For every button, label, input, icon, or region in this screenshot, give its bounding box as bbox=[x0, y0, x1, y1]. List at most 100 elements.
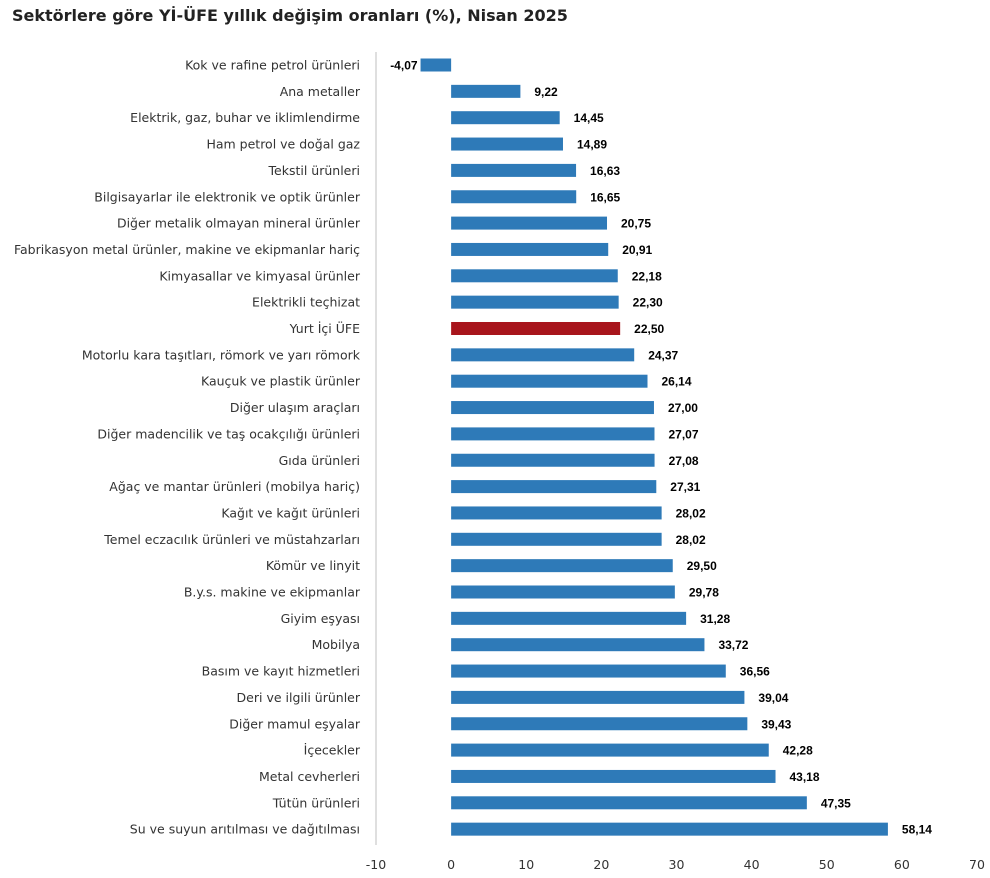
data-label: 29,50 bbox=[687, 559, 717, 573]
bar bbox=[451, 427, 655, 441]
category-label: Kömür ve linyit bbox=[266, 558, 360, 573]
data-label: 26,14 bbox=[662, 375, 692, 389]
chart-title: Sektörlere göre Yİ-ÜFE yıllık değişim or… bbox=[12, 6, 568, 25]
x-tick-label: 70 bbox=[969, 857, 985, 872]
category-label: Motorlu kara taşıtları, römork ve yarı r… bbox=[82, 347, 361, 362]
bar bbox=[420, 58, 452, 72]
bar bbox=[451, 111, 560, 125]
category-label: Mobilya bbox=[312, 637, 360, 652]
data-label: 43,18 bbox=[790, 770, 820, 784]
bar bbox=[451, 822, 888, 836]
category-label: Elektrik, gaz, buhar ve iklimlendirme bbox=[130, 110, 360, 125]
category-label: Diğer ulaşım araçları bbox=[230, 400, 360, 415]
category-label: Basım ve kayıt hizmetleri bbox=[202, 664, 360, 679]
data-label: 28,02 bbox=[676, 506, 706, 520]
bar bbox=[451, 769, 776, 783]
bar bbox=[451, 190, 577, 204]
bar bbox=[451, 163, 577, 177]
x-tick-label: 30 bbox=[669, 857, 685, 872]
category-label: Gıda ürünleri bbox=[279, 453, 360, 468]
bar bbox=[451, 137, 563, 151]
bar bbox=[451, 453, 655, 467]
data-label: -4,07 bbox=[390, 59, 418, 73]
category-label: Kauçuk ve plastik ürünler bbox=[201, 374, 361, 389]
data-label: 39,43 bbox=[761, 717, 791, 731]
data-label: 20,75 bbox=[621, 217, 651, 231]
category-label: Kağıt ve kağıt ürünleri bbox=[221, 505, 360, 520]
bar bbox=[451, 664, 726, 678]
x-tick-label: 60 bbox=[894, 857, 910, 872]
category-label: Tütün ürünleri bbox=[272, 795, 360, 810]
data-label: 27,31 bbox=[670, 480, 700, 494]
x-tick-label: 10 bbox=[518, 857, 534, 872]
category-label: İçecekler bbox=[304, 743, 361, 758]
data-label: 14,89 bbox=[577, 138, 607, 152]
bar bbox=[451, 242, 609, 256]
category-label: Giyim eşyası bbox=[281, 611, 360, 626]
data-label: 33,72 bbox=[718, 638, 748, 652]
data-label: 36,56 bbox=[740, 665, 770, 679]
data-label: 22,50 bbox=[634, 322, 664, 336]
data-label: 16,65 bbox=[590, 190, 620, 204]
bar bbox=[451, 401, 654, 415]
bar bbox=[451, 585, 675, 599]
data-label: 22,18 bbox=[632, 269, 662, 283]
category-label: Fabrikasyon metal ürünler, makine ve eki… bbox=[14, 242, 360, 257]
bar bbox=[451, 374, 648, 388]
bar bbox=[451, 559, 673, 573]
category-label: Diğer mamul eşyalar bbox=[229, 716, 361, 731]
category-label: Yurt İçi ÜFE bbox=[289, 320, 360, 336]
bar bbox=[451, 216, 608, 230]
bar bbox=[451, 611, 687, 625]
data-label: 27,07 bbox=[668, 427, 698, 441]
bar bbox=[451, 743, 769, 757]
data-label: 39,04 bbox=[758, 691, 788, 705]
x-tick-label: 0 bbox=[447, 857, 455, 872]
data-label: 28,02 bbox=[676, 533, 706, 547]
data-label: 27,00 bbox=[668, 401, 698, 415]
data-label: 24,37 bbox=[648, 348, 678, 362]
category-label: Bilgisayarlar ile elektronik ve optik ür… bbox=[94, 189, 361, 204]
category-label: Elektrikli teçhizat bbox=[252, 295, 360, 310]
data-label: 9,22 bbox=[534, 85, 558, 99]
category-label: Deri ve ilgili ürünler bbox=[237, 690, 361, 705]
bar bbox=[451, 480, 657, 494]
data-label: 31,28 bbox=[700, 612, 730, 626]
category-label: Diğer metalik olmayan mineral ürünler bbox=[117, 216, 361, 231]
data-label: 27,08 bbox=[669, 454, 699, 468]
category-label: Tekstil ürünleri bbox=[268, 163, 360, 178]
category-labels: Kok ve rafine petrol ürünleri Ana metalle… bbox=[14, 58, 361, 837]
data-label: 22,30 bbox=[633, 296, 663, 310]
x-tick-label: -10 bbox=[366, 857, 386, 872]
category-label: Ağaç ve mantar ürünleri (mobilya hariç) bbox=[109, 479, 360, 494]
bars-layer bbox=[420, 58, 888, 836]
bar-highlight bbox=[451, 322, 621, 335]
bar bbox=[451, 84, 521, 98]
category-label: B.y.s. makine ve ekipmanlar bbox=[184, 585, 361, 600]
data-label: 47,35 bbox=[821, 796, 851, 810]
bar bbox=[451, 295, 619, 309]
bar bbox=[451, 690, 745, 704]
x-tick-label: 40 bbox=[744, 857, 760, 872]
category-label: Temel eczacılık ürünleri ve müstahzarlar… bbox=[103, 532, 360, 547]
bar bbox=[451, 269, 618, 283]
bar bbox=[451, 796, 807, 810]
bar bbox=[451, 532, 662, 546]
bar bbox=[451, 348, 635, 362]
bar bbox=[451, 717, 748, 731]
bar bbox=[451, 506, 662, 520]
data-label: 29,78 bbox=[689, 586, 719, 600]
category-label: Su ve suyun arıtılması ve dağıtılması bbox=[130, 822, 360, 837]
x-tick-label: 20 bbox=[593, 857, 609, 872]
data-label: 58,14 bbox=[902, 823, 932, 837]
x-tick-label: 50 bbox=[819, 857, 835, 872]
category-label: Kok ve rafine petrol ürünleri bbox=[185, 58, 360, 73]
data-label: 14,45 bbox=[574, 111, 604, 125]
data-label: 42,28 bbox=[783, 744, 813, 758]
data-label: 16,63 bbox=[590, 164, 620, 178]
x-tick-labels: -10 0 10 20 30 40 50 60 70 bbox=[366, 857, 985, 872]
category-label: Ana metaller bbox=[280, 84, 361, 99]
category-label: Diğer madencilik ve taş ocakçılığı ürünl… bbox=[97, 426, 360, 441]
